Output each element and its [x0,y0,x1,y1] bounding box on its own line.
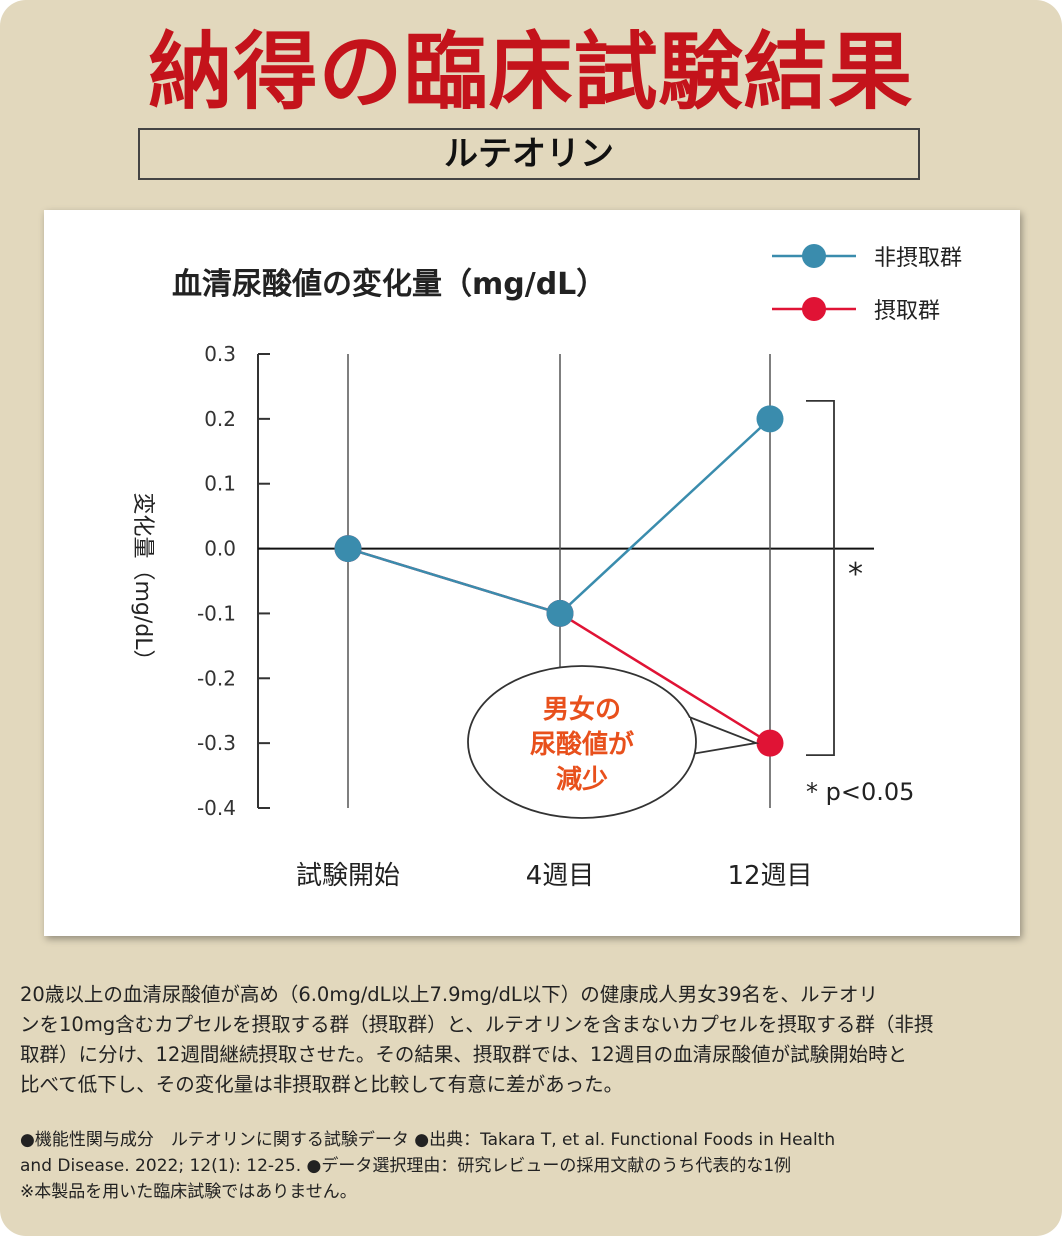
description-line: 20歳以上の血清尿酸値が高め（6.0mg/dL以上7.9mg/dL以下）の健康成… [20,983,879,1006]
legend-label-intake: 摂取群 [874,299,940,324]
bracket-path [806,399,835,757]
legend-marker-intake [802,297,826,321]
series-line [347,417,771,615]
footnote-line: and Disease. 2022; 12(1): 12-25. ●データ選択理… [20,1156,792,1176]
callout-bubble: 男女の 尿酸値が 減少 [467,665,760,819]
y-tick-label: -0.4 [197,796,236,820]
subtitle-box: ルテオリン [138,128,920,180]
x-tick-label: 試験開始 [296,861,400,891]
line-layer [334,405,784,757]
callout-tail-cover [680,718,690,752]
significance-note: * p<0.05 [806,778,914,806]
legend: 非摂取群 摂取群 [772,244,962,324]
data-point [334,535,362,563]
data-point [756,405,784,433]
y-tick-label: -0.3 [197,731,236,755]
footnote-line: ※本製品を用いた臨床試験ではありません。 [20,1182,357,1202]
chart-panel: 血清尿酸値の変化量（mg/dL） 非摂取群 摂取群 変化量（mg/dL） 0.3… [44,210,1020,936]
description: 20歳以上の血清尿酸値が高め（6.0mg/dL以上7.9mg/dL以下）の健康成… [20,980,1046,1100]
y-tick-label: -0.1 [197,601,236,625]
y-tick-label: 0.1 [204,472,236,496]
callout-line-2: 尿酸値が [530,729,634,760]
y-tick-label: -0.2 [197,666,236,690]
callout-ellipse [467,665,697,819]
chart-title: 血清尿酸値の変化量（mg/dL） [172,267,606,302]
y-tick-label: 0.0 [204,537,236,561]
y-tick-label: 0.3 [204,342,236,366]
x-tick-label: 12週目 [727,861,812,891]
y-tick-label: 0.2 [204,407,236,431]
main-title: 納得の臨床試験結果 [148,23,914,121]
callout-line-1: 男女の [543,694,621,725]
significance-bracket [806,399,835,757]
footnote-line: ●機能性関与成分 ルテオリンに関する試験データ ●出典：Takara T, et… [20,1130,836,1150]
x-tick-label: 4週目 [526,861,595,891]
description-line: 比べて低下し、その変化量は非摂取群と比較して有意に差があった。 [20,1073,624,1096]
callout-line-3: 減少 [556,765,608,795]
data-point [756,729,784,757]
description-line: ンを10mg含むカプセルを摂取する群（摂取群）と、ルテオリンを含まないカプセルを… [20,1013,934,1036]
y-axis-label: 変化量（mg/dL） [130,492,155,671]
footnotes: ●機能性関与成分 ルテオリンに関する試験データ ●出典：Takara T, et… [20,1127,1046,1205]
legend-marker-non-intake [802,244,826,268]
line-chart: 血清尿酸値の変化量（mg/dL） 非摂取群 摂取群 変化量（mg/dL） 0.3… [130,244,962,891]
significance-mark: * [848,557,863,592]
axis-layer: 0.3 0.2 0.1 0.0 -0.1 -0.2 -0.3 -0.4 試験開始 4週目 12週目 [197,342,874,891]
legend-label-non-intake: 非摂取群 [874,246,962,271]
description-line: 取群）に分け、12週間継続摂取させた。その結果、摂取群では、12週目の血清尿酸値… [20,1043,908,1066]
data-point [546,599,574,627]
